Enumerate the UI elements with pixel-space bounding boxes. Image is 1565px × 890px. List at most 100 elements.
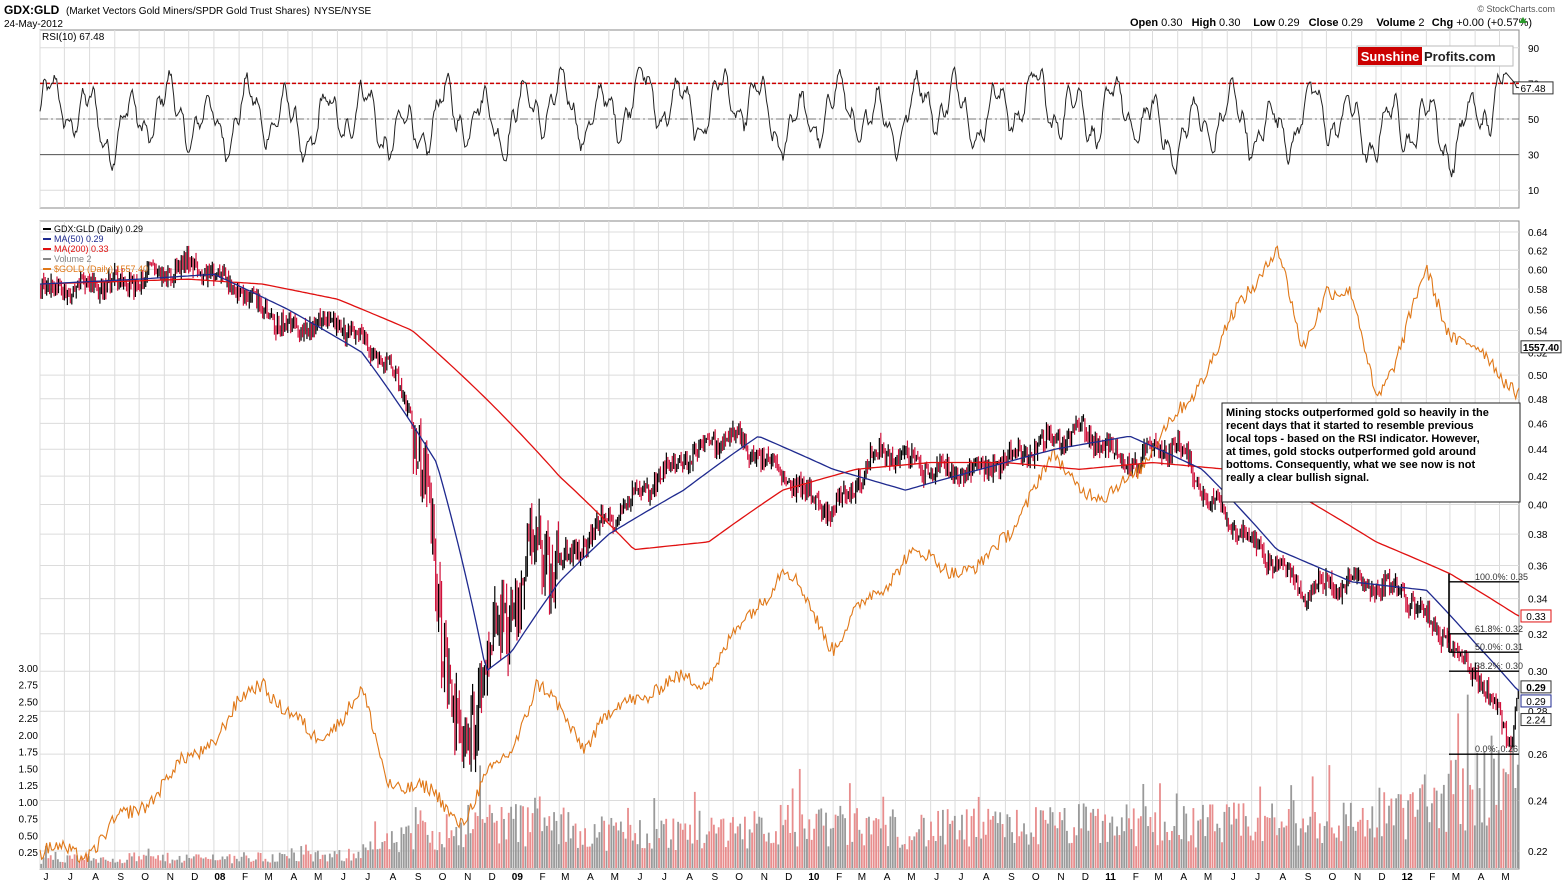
volume-bar xyxy=(891,809,894,868)
volume-bar xyxy=(615,822,617,868)
volume-bar xyxy=(1473,825,1476,868)
volume-bar xyxy=(581,844,584,868)
volume-bar xyxy=(76,855,78,868)
x-tick-label: O xyxy=(1032,872,1040,883)
volume-bar xyxy=(739,823,742,868)
volume-bar xyxy=(932,835,935,868)
volume-bar xyxy=(1056,828,1059,868)
volume-bar xyxy=(982,821,985,868)
volume-bar xyxy=(755,823,758,868)
volume-bar xyxy=(777,844,780,868)
volume-bar xyxy=(973,808,975,868)
price-value-label: 2.24 xyxy=(1526,716,1546,727)
volume-bar xyxy=(744,816,746,868)
volume-bar xyxy=(400,827,403,868)
volume-bar xyxy=(1240,835,1242,868)
volume-bar xyxy=(748,829,751,868)
price-tick-label: 0.28 xyxy=(1528,707,1548,718)
rsi-title: RSI(10) 67.48 xyxy=(42,32,105,43)
volume-bar xyxy=(68,855,71,868)
volume-bar xyxy=(605,850,608,868)
volume-bar xyxy=(1435,790,1438,868)
volume-tick-label: 0.50 xyxy=(19,831,39,842)
volume-tick-label: 2.00 xyxy=(19,731,39,742)
volume-bar xyxy=(274,861,276,868)
volume-bar xyxy=(1421,784,1424,868)
x-tick-label: J xyxy=(1255,872,1260,883)
volume-bar xyxy=(1349,802,1352,868)
volume-bar xyxy=(684,823,687,868)
volume-bar xyxy=(85,853,88,868)
volume-bar xyxy=(1011,832,1013,868)
volume-bar xyxy=(1311,776,1314,868)
volume-bar xyxy=(140,859,143,868)
volume-bar xyxy=(1385,823,1388,868)
volume-bar xyxy=(1364,836,1367,868)
volume-bar xyxy=(314,852,317,868)
volume-bar xyxy=(493,822,496,868)
x-tick-label: M xyxy=(561,872,569,883)
volume-bar xyxy=(770,843,773,868)
volume-bar xyxy=(1326,821,1328,868)
volume-bar xyxy=(469,833,472,868)
volume-bar xyxy=(1278,828,1281,868)
volume-bar xyxy=(860,833,863,868)
volume-bar xyxy=(188,857,190,868)
volume-bar xyxy=(450,830,453,868)
volume-bar xyxy=(598,832,601,868)
volume-bar xyxy=(672,818,675,868)
volume-bar xyxy=(243,852,245,868)
price-tick-label: 0.40 xyxy=(1528,500,1548,511)
x-tick-label: A xyxy=(1478,872,1485,883)
volume-bar xyxy=(460,822,462,868)
volume-bar xyxy=(1457,713,1460,868)
volume-bar xyxy=(1004,837,1006,868)
volume-bar xyxy=(202,858,205,868)
volume-bar xyxy=(414,807,417,868)
volume-bar xyxy=(655,828,658,868)
volume-bar xyxy=(586,846,589,868)
volume-bar xyxy=(1013,842,1016,868)
volume-bar xyxy=(486,816,489,868)
volume-bar xyxy=(73,854,76,868)
volume-bar xyxy=(937,810,940,868)
volume-bar xyxy=(796,846,799,868)
volume-bar xyxy=(462,847,465,868)
volume-bar xyxy=(181,862,183,868)
volume-tick-label: 1.00 xyxy=(19,798,39,809)
volume-bar xyxy=(872,820,875,868)
volume-bar xyxy=(877,819,880,868)
legend-gold: $GOLD (Daily) 1557.40 xyxy=(54,264,148,274)
volume-bar xyxy=(247,858,250,868)
volume-bar xyxy=(269,862,272,868)
volume-bar xyxy=(328,853,331,868)
volume-bar xyxy=(345,858,348,868)
volume-bar xyxy=(1252,840,1254,868)
volume-bar xyxy=(944,844,947,868)
volume-bar xyxy=(612,825,615,868)
volume-bar xyxy=(1497,750,1500,868)
brand-logo: Sunshine Profits.com xyxy=(1356,45,1514,67)
volume-bar xyxy=(624,838,627,868)
volume-bar xyxy=(741,839,744,868)
volume-bar xyxy=(1450,760,1452,868)
volume-bar xyxy=(1070,842,1073,868)
volume-bar xyxy=(515,804,517,868)
volume-bar xyxy=(109,861,112,868)
price-value-box xyxy=(1520,713,1552,727)
volume-bar xyxy=(1149,817,1152,868)
volume-bar xyxy=(641,848,644,868)
volume-bar xyxy=(1235,818,1238,868)
x-tick-label: M xyxy=(1501,872,1509,883)
volume-bar xyxy=(355,858,357,868)
volume-bar xyxy=(1073,827,1076,868)
volume-bar xyxy=(1085,806,1087,868)
volume-bar xyxy=(1190,835,1192,868)
volume-bar xyxy=(813,828,815,868)
volume-bar xyxy=(784,819,787,868)
volume-bar xyxy=(1104,814,1107,868)
volume-bar xyxy=(479,765,482,868)
volume-tick-label: 2.25 xyxy=(19,714,39,725)
volume-bar xyxy=(1411,792,1414,868)
volume-bar xyxy=(1438,828,1440,868)
